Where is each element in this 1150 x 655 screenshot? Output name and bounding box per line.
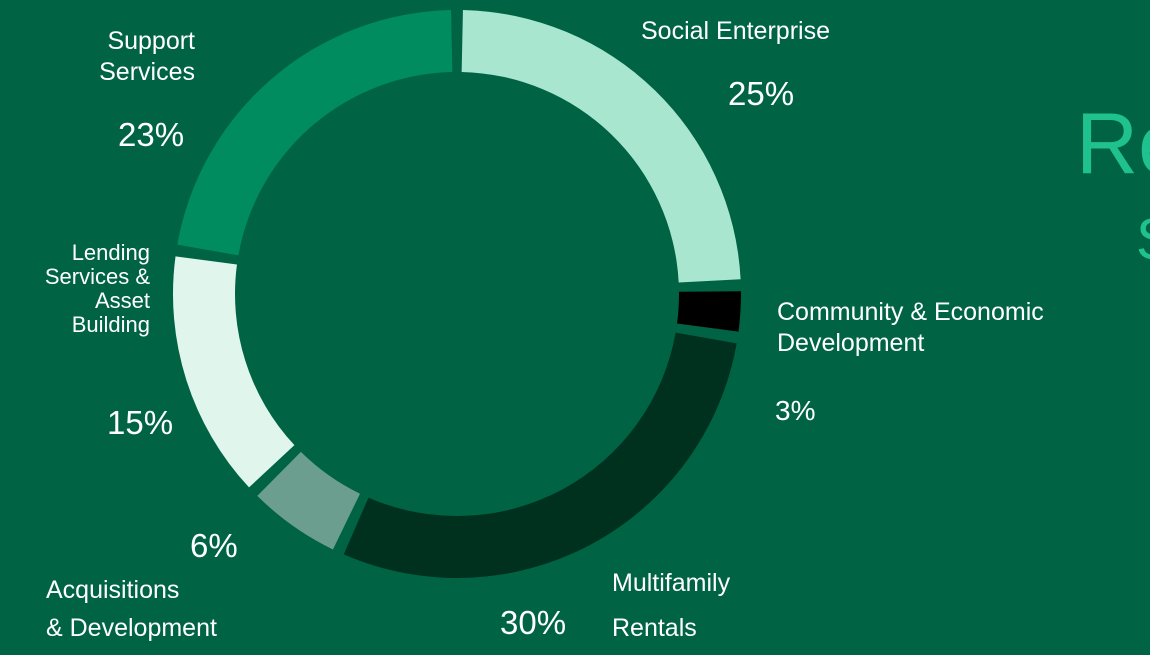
slice-acquisitions-development: [257, 451, 361, 550]
label-social-enterprise: Social Enterprise: [641, 17, 830, 45]
slice-lending-services-asset-building: [172, 256, 295, 488]
label-lending-line-1: Lending: [71, 240, 150, 265]
label-lending-services: Lending Services & Asset Building: [0, 241, 150, 337]
label-acquisitions-line-2: & Development: [46, 614, 217, 642]
heading-fragment-1: Re: [1076, 96, 1150, 192]
pct-social-enterprise: 25%: [728, 75, 795, 112]
label-support-line-1: Support: [107, 27, 195, 55]
label-lending-line-3: Asset: [94, 288, 150, 313]
label-multifamily-line-1: Multifamily: [612, 569, 731, 597]
label-multifamily-line-2: Rentals: [612, 614, 697, 642]
label-acquisitions-development: Acquisitions & Development: [46, 571, 217, 647]
label-acquisitions-line-1: Acquisitions: [46, 576, 180, 604]
label-multifamily-rentals: Multifamily Rentals: [612, 561, 730, 651]
label-lending-line-2: Services &: [44, 264, 150, 289]
pct-support-services: 23%: [118, 116, 185, 153]
slice-social-enterprise: [461, 10, 741, 283]
label-lending-line-4: Building: [71, 312, 150, 337]
slice-support-services: [177, 10, 453, 256]
label-community-line-1: Community & Economic: [777, 298, 1044, 326]
pct-multifamily-rentals: 30%: [500, 604, 567, 641]
label-community-line-2: Development: [777, 329, 925, 357]
donut-slices: [172, 10, 741, 578]
heading-fragment-2: S: [1136, 205, 1150, 275]
pct-lending-services: 15%: [107, 404, 174, 441]
pct-community-economic-development: 3%: [775, 395, 816, 426]
slice-multifamily-rentals: [343, 332, 737, 578]
label-support-services: Support Services: [40, 26, 195, 88]
slice-community-economic-development: [677, 291, 741, 332]
pct-acquisitions-development: 6%: [190, 527, 238, 564]
label-support-line-2: Services: [99, 58, 195, 86]
label-community-economic-development: Community & Economic Development: [777, 297, 1044, 359]
